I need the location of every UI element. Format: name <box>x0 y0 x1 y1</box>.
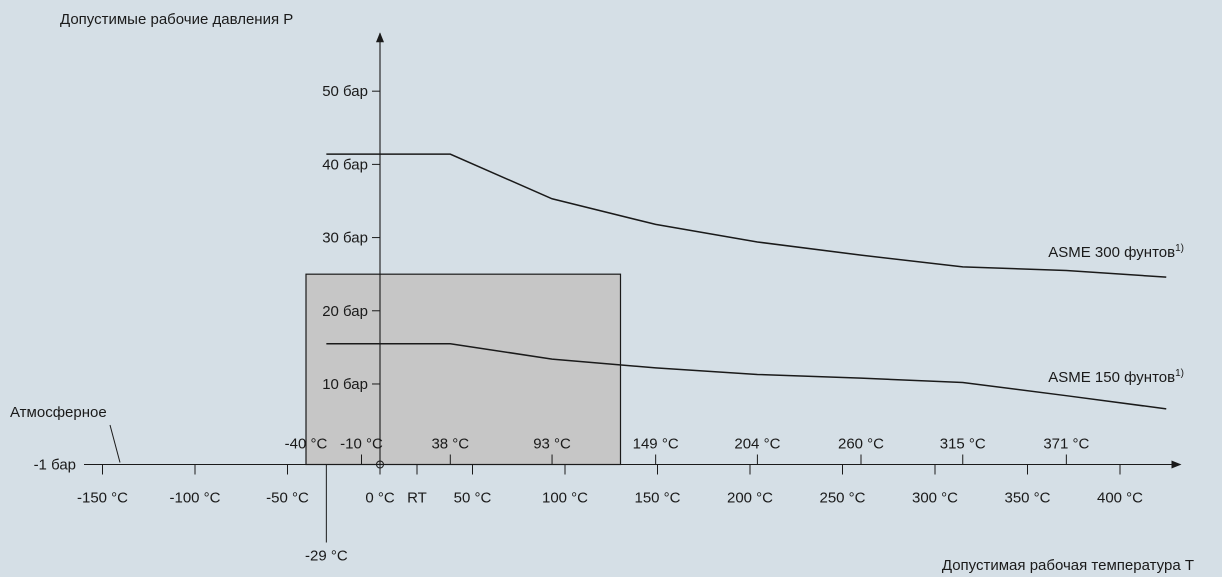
atmospheric-note: Атмосферное <box>10 404 107 421</box>
series-label-2: ASME 150 фунтов1) <box>1048 368 1184 386</box>
x-axis-title: Допустимая рабочая температура T <box>942 557 1194 574</box>
x-tick-label-top: -10 °C <box>340 436 383 453</box>
x-marker-label: -29 °C <box>305 548 348 565</box>
x-tick-label-bottom: -50 °C <box>266 490 309 507</box>
y-tick-label: 10 бар <box>322 376 368 393</box>
x-tick-label-bottom: 350 °C <box>1004 490 1050 507</box>
x-tick-label-bottom: RT <box>407 490 427 507</box>
x-tick-label-bottom: 300 °C <box>912 490 958 507</box>
x-tick-label-bottom: 0 °C <box>365 490 395 507</box>
y-tick-label: 40 бар <box>322 156 368 173</box>
x-tick-label-bottom: 150 °C <box>634 490 680 507</box>
x-tick-label-bottom: -100 °C <box>169 490 220 507</box>
x-tick-label-top: 204 °C <box>734 436 780 453</box>
y-axis-title: Допустимые рабочие давления P <box>60 11 293 28</box>
y-tick-label: 50 бар <box>322 83 368 100</box>
atmospheric-pointer-line <box>109 424 121 463</box>
series-label-1: ASME 300 фунтов1) <box>1048 243 1184 261</box>
x-tick-label-top: 315 °C <box>940 436 986 453</box>
x-tick-label-top: 149 °C <box>633 436 679 453</box>
series-line-1 <box>326 153 1167 278</box>
x-tick-label-bottom: -150 °C <box>77 490 128 507</box>
x-tick-label-bottom: 400 °C <box>1097 490 1143 507</box>
shaded-operating-region <box>305 273 622 466</box>
x-tick-label-bottom: 50 °C <box>454 490 492 507</box>
y-tick-label-atmospheric: -1 бар <box>34 457 76 474</box>
x-tick-label-top: 260 °C <box>838 436 884 453</box>
x-tick-label-bottom: 100 °C <box>542 490 588 507</box>
series-line-2 <box>326 342 1167 410</box>
x-tick-label-top: 371 °C <box>1043 436 1089 453</box>
x-tick-label-top: 93 °C <box>533 436 571 453</box>
x-tick-label-bottom: 250 °C <box>819 490 865 507</box>
x-tick-label-top: -40 °C <box>285 436 328 453</box>
y-tick-label: 30 бар <box>322 230 368 247</box>
x-tick-label-bottom: 200 °C <box>727 490 773 507</box>
y-tick-label: 20 бар <box>322 303 368 320</box>
x-tick-label-top: 38 °C <box>431 436 469 453</box>
